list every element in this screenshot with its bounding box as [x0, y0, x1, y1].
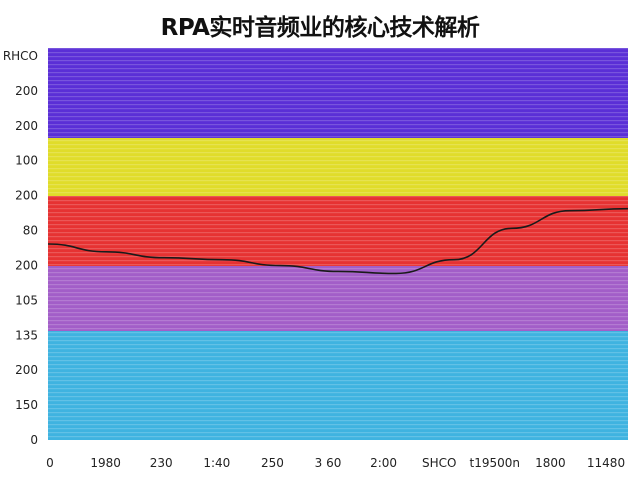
x-tick-label: 1800 — [535, 456, 566, 470]
y-tick-label: RHCO — [3, 49, 38, 63]
x-tick-label: 1:40 — [203, 456, 230, 470]
y-tick-label: 135 — [15, 328, 38, 342]
series-line — [47, 207, 629, 275]
x-tick-label: t19500n — [470, 456, 520, 470]
x-tick-label: 11480 — [587, 456, 625, 470]
y-tick-label: 200 — [15, 119, 38, 133]
stripe-texture — [48, 48, 628, 440]
y-tick-label: 200 — [15, 189, 38, 203]
y-tick-label: 105 — [15, 293, 38, 307]
y-tick-label: 200 — [15, 363, 38, 377]
y-tick-label: 100 — [15, 154, 38, 168]
x-tick-label: 1980 — [90, 456, 121, 470]
y-tick-label: 0 — [30, 433, 38, 447]
y-tick-label: 150 — [15, 398, 38, 412]
x-tick-label: 0 — [46, 456, 54, 470]
y-tick-label: 200 — [15, 84, 38, 98]
x-tick-label: 230 — [150, 456, 173, 470]
x-tick-label: SHCO — [422, 456, 456, 470]
x-tick-label: 250 — [261, 456, 284, 470]
chart-title: RPA实时音频业的核心技术解析 — [160, 15, 480, 41]
y-tick-label: 80 — [23, 224, 38, 238]
x-tick-label: 3 60 — [315, 456, 342, 470]
y-tick-label: 200 — [15, 258, 38, 272]
x-tick-label: 2:00 — [370, 456, 397, 470]
